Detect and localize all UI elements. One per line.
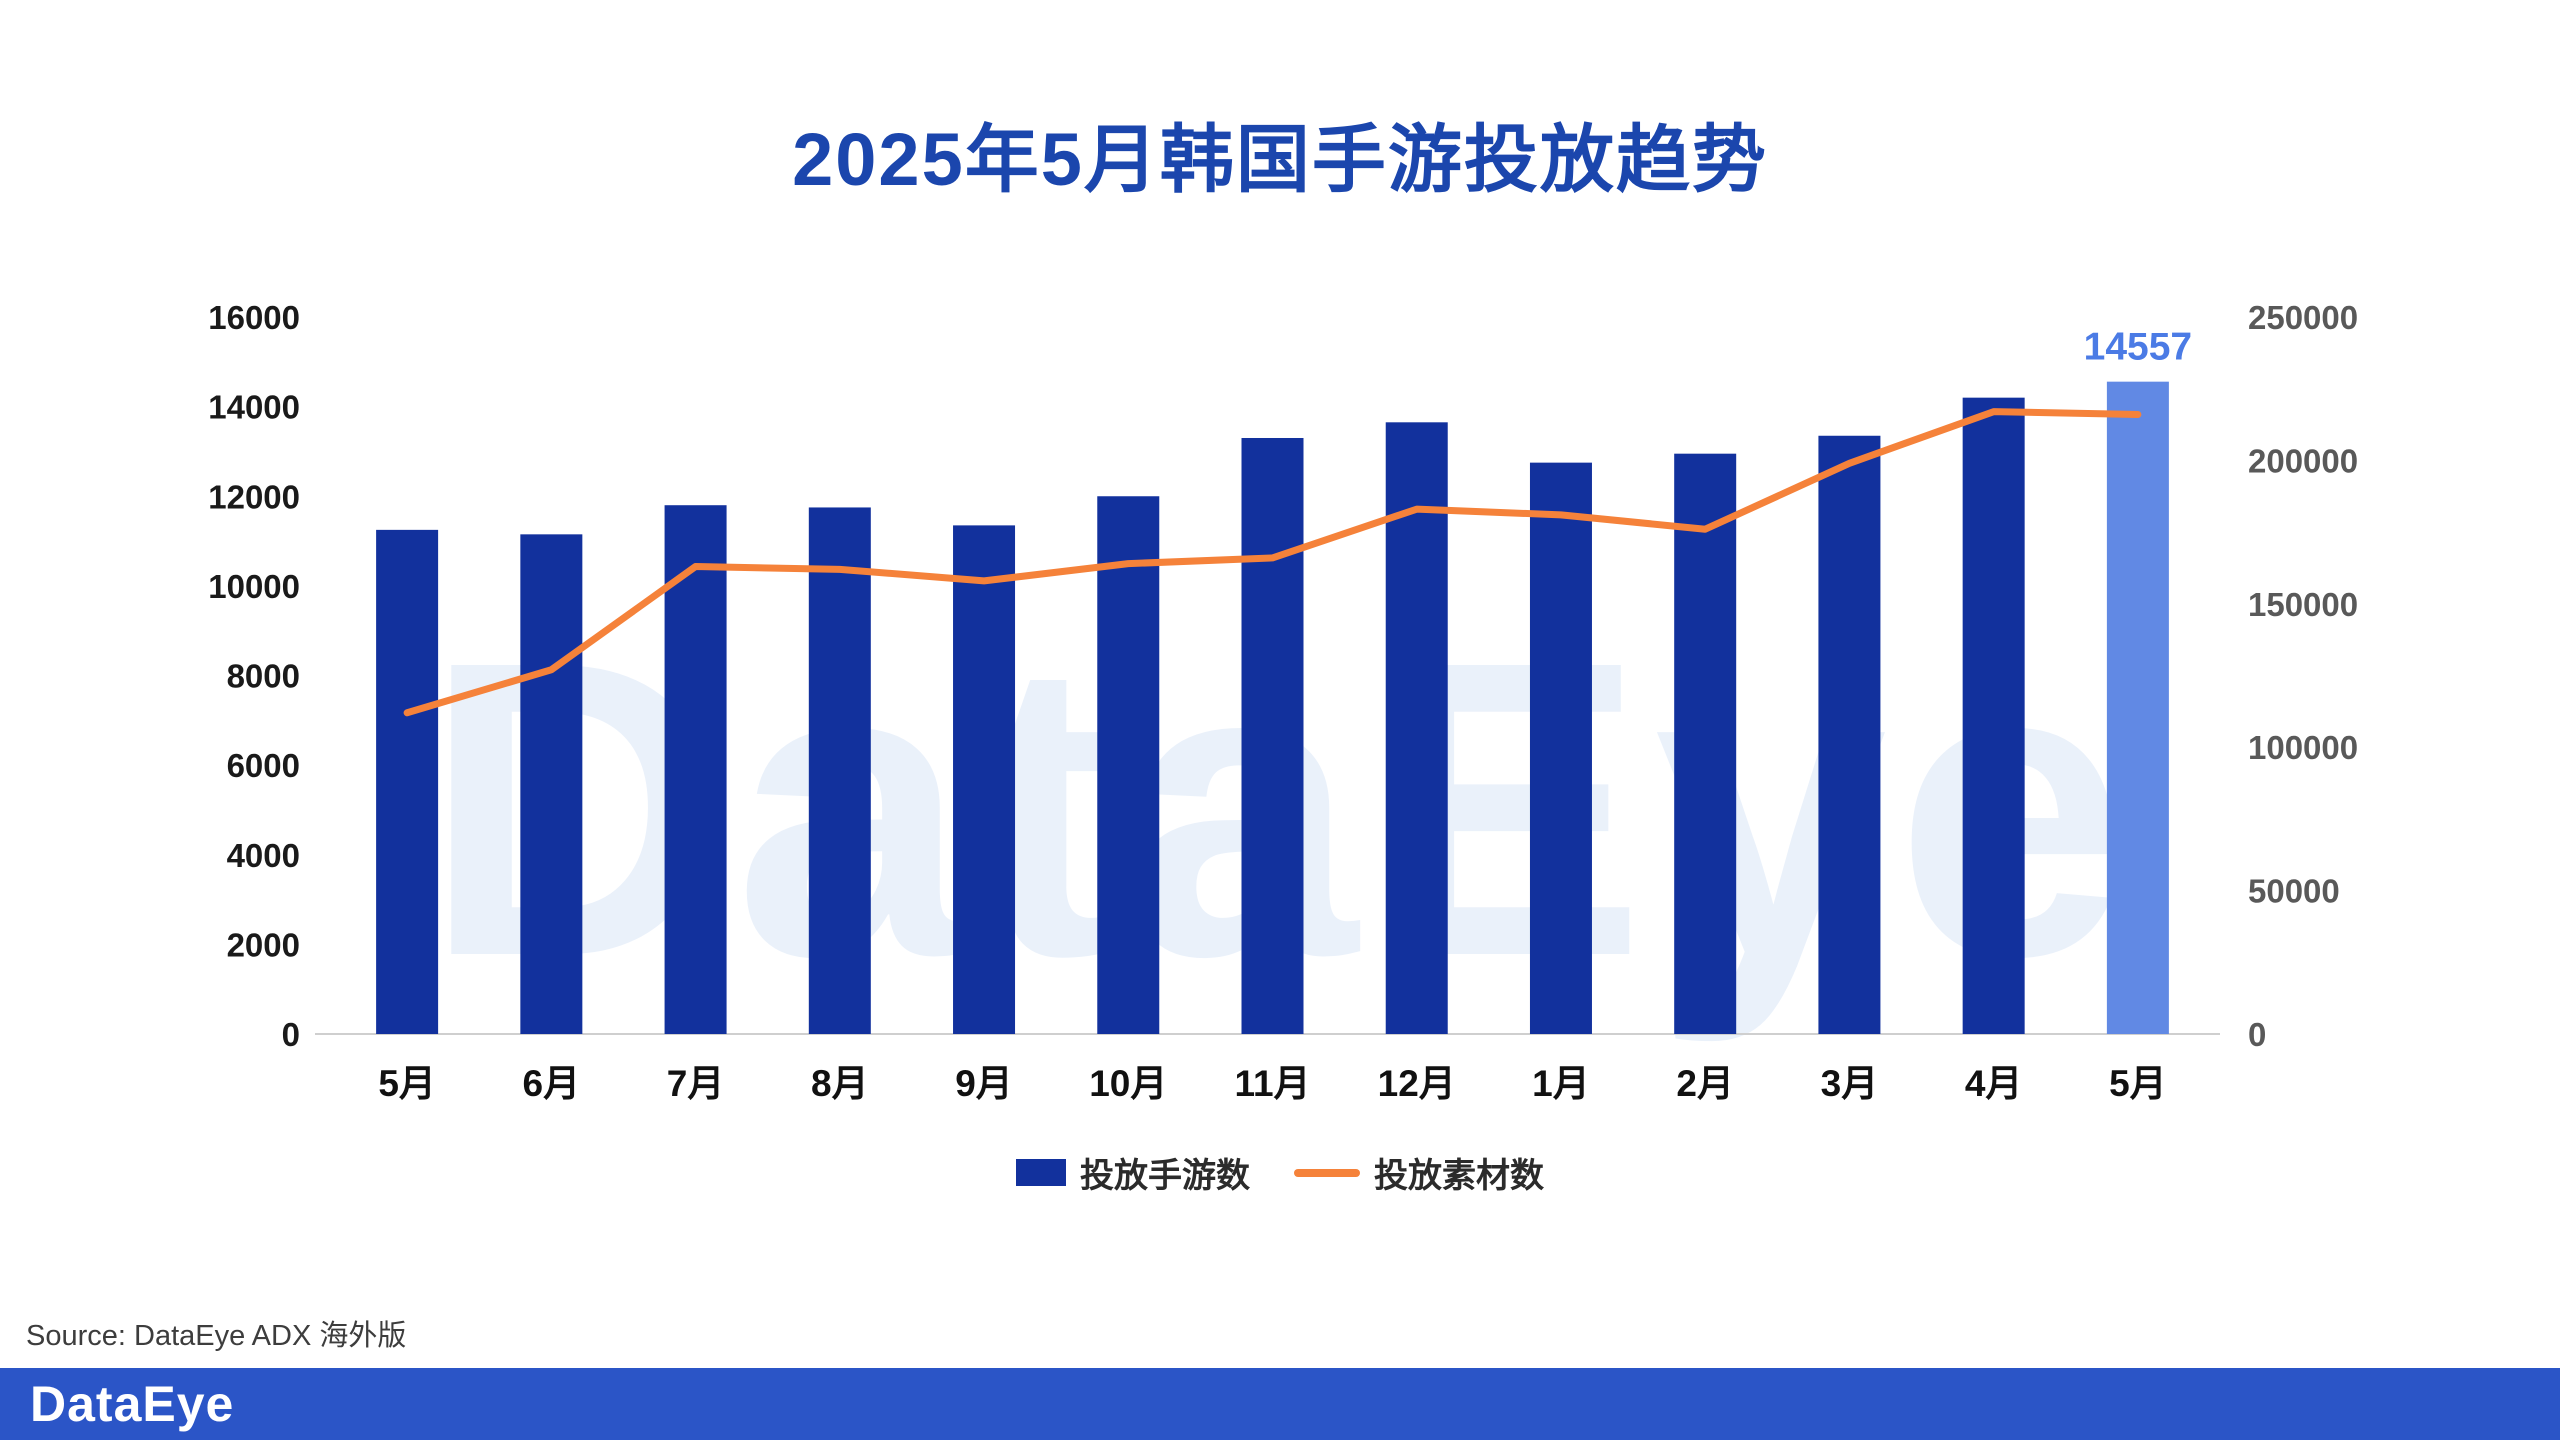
left-axis-tick: 2000 (227, 926, 300, 963)
left-axis-tick: 6000 (227, 747, 300, 784)
left-axis-tick: 4000 (227, 837, 300, 874)
right-axis-tick: 50000 (2248, 873, 2340, 910)
bar-data-label: 14557 (2084, 326, 2192, 369)
left-axis-tick: 12000 (208, 478, 300, 515)
right-axis-tick: 150000 (2248, 586, 2358, 623)
legend-label-line: 投放素材数 (1374, 1157, 1544, 1195)
x-axis-label: 4月 (1965, 1063, 2023, 1104)
legend-item-line: 投放素材数 (1294, 1148, 1544, 1197)
left-axis-tick: 8000 (227, 658, 300, 695)
left-axis-tick: 16000 (208, 299, 300, 336)
bar (1385, 422, 1448, 1034)
bar (2106, 381, 2169, 1034)
x-axis-label: 3月 (1821, 1063, 1879, 1104)
bar (1818, 435, 1881, 1034)
bar (1674, 453, 1737, 1035)
right-axis-tick: 250000 (2248, 299, 2358, 336)
right-axis-tick: 100000 (2248, 729, 2358, 766)
legend-item-bars: 投放手游数 (1016, 1148, 1250, 1197)
x-axis-label: 6月 (523, 1063, 581, 1104)
source-note: Source: DataEye ADX 海外版 (26, 1320, 407, 1352)
x-axis-label: 5月 (378, 1063, 436, 1104)
left-axis-tick: 0 (282, 1016, 300, 1053)
x-axis-label: 10月 (1089, 1063, 1167, 1104)
left-axis-tick: 10000 (208, 568, 300, 605)
right-axis-tick: 200000 (2248, 442, 2358, 479)
bar (664, 505, 727, 1034)
x-axis-label: 8月 (811, 1063, 869, 1104)
footer-bar: DataEye (0, 1368, 2560, 1440)
dataeye-logo: DataEye (30, 1376, 235, 1432)
x-axis-label: 2月 (1676, 1063, 1734, 1104)
x-axis-label: 7月 (667, 1063, 725, 1104)
x-axis-label: 9月 (955, 1063, 1013, 1104)
bar (808, 507, 871, 1034)
bar (1097, 496, 1160, 1034)
right-axis-tick: 0 (2248, 1016, 2266, 1053)
legend-label-bars: 投放手游数 (1080, 1157, 1250, 1195)
x-axis-label: 5月 (2109, 1063, 2167, 1104)
bar (1529, 462, 1592, 1034)
chart-title: 2025年5月韩国手游投放趋势 (792, 118, 1768, 201)
bar (1241, 437, 1304, 1034)
line-swatch-icon (1294, 1168, 1360, 1177)
bar (953, 525, 1016, 1034)
x-axis-label: 1月 (1532, 1063, 1590, 1104)
legend: 投放手游数 投放素材数 (0, 1148, 2560, 1197)
x-axis-label: 12月 (1378, 1063, 1456, 1104)
bar (1962, 397, 2025, 1035)
bar (520, 534, 583, 1034)
x-axis-label: 11月 (1234, 1063, 1310, 1104)
bar (376, 529, 439, 1034)
bar-swatch-icon (1016, 1159, 1066, 1186)
left-axis-tick: 14000 (208, 389, 300, 426)
trend-line (403, 408, 2142, 717)
